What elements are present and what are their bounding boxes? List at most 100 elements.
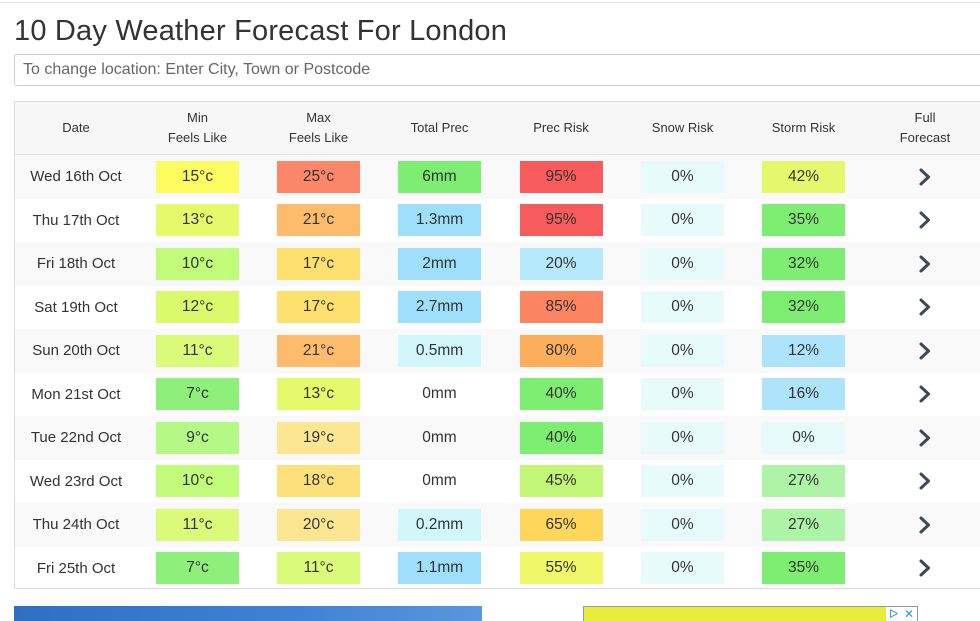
full-forecast-link[interactable] — [864, 373, 980, 417]
max-temp-pill: 20°c — [277, 508, 360, 541]
chevron-right-icon[interactable] — [918, 298, 932, 316]
value-cell: 1.3mm — [379, 199, 500, 243]
value-cell: 12% — [743, 329, 864, 373]
value-cell: 85% — [500, 286, 622, 330]
total-prec-pill: 1.3mm — [398, 204, 481, 237]
prec-risk-pill: 95% — [519, 204, 603, 237]
value-cell: 0.2mm — [379, 503, 500, 547]
max-temp-pill: 11°c — [277, 552, 360, 585]
header-prec-risk: Prec Risk — [500, 102, 622, 154]
max-temp-pill: 25°c — [277, 160, 360, 193]
full-forecast-link[interactable] — [864, 460, 980, 504]
total-prec-pill: 0mm — [398, 378, 481, 411]
full-forecast-link[interactable] — [864, 416, 980, 460]
full-forecast-link[interactable] — [864, 329, 980, 373]
value-cell: 0% — [622, 242, 743, 286]
storm-risk-pill: 35% — [762, 204, 845, 237]
max-temp-pill: 17°c — [277, 291, 360, 324]
value-cell: 0mm — [379, 416, 500, 460]
total-prec-pill: 2.7mm — [398, 291, 481, 324]
chevron-right-icon[interactable] — [918, 559, 932, 577]
min-temp-pill: 11°c — [156, 508, 239, 541]
value-cell: 0% — [622, 373, 743, 417]
value-cell: 16% — [743, 373, 864, 417]
chevron-right-icon[interactable] — [918, 516, 932, 534]
header-label: Max Feels Like — [289, 108, 348, 148]
chevron-right-icon[interactable] — [918, 429, 932, 447]
chevron-right-icon[interactable] — [918, 255, 932, 273]
header-line: Prec Risk — [533, 120, 589, 135]
value-cell: 40% — [500, 373, 622, 417]
storm-risk-pill: 42% — [762, 160, 845, 193]
max-temp-pill: 21°c — [277, 204, 360, 237]
date-cell: Fri 25th Oct — [15, 547, 137, 591]
min-temp-pill: 9°c — [156, 421, 239, 454]
full-forecast-link[interactable] — [864, 503, 980, 547]
header-line: Min — [187, 110, 208, 125]
ad-close-icon[interactable]: ✕ — [904, 607, 915, 621]
value-cell: 35% — [743, 547, 864, 591]
advertisement-banner-right[interactable]: ᐅ ✕ — [583, 606, 918, 621]
top-divider — [0, 2, 980, 3]
snow-risk-pill: 0% — [641, 508, 724, 541]
full-forecast-link[interactable] — [864, 242, 980, 286]
chevron-right-icon[interactable] — [918, 472, 932, 490]
value-cell: 18°c — [258, 460, 379, 504]
page-title: 10 Day Weather Forecast For London — [14, 15, 508, 47]
date-label: Thu 24th Oct — [32, 516, 120, 534]
full-forecast-link[interactable] — [864, 155, 980, 199]
total-prec-pill: 0mm — [398, 465, 481, 498]
table-row: Wed 16th Oct 15°c 25°c 6mm 95% 0% 42% — [15, 155, 980, 199]
storm-risk-pill: 35% — [762, 552, 845, 585]
value-cell: 13°c — [137, 199, 258, 243]
min-temp-pill: 10°c — [156, 465, 239, 498]
min-temp-pill: 11°c — [156, 334, 239, 367]
date-label: Tue 22nd Oct — [30, 429, 122, 447]
max-temp-pill: 18°c — [277, 465, 360, 498]
forecast-grid: Date Min Feels Like Max Feels Like Total Prec… — [15, 102, 980, 590]
location-search-input[interactable] — [14, 54, 980, 86]
date-cell: Thu 24th Oct — [15, 503, 137, 547]
header-full-forecast: Full Forecast — [864, 102, 980, 154]
table-row: Sun 20th Oct 11°c 21°c 0.5mm 80% 0% 12% — [15, 329, 980, 373]
header-line: Feels Like — [167, 130, 228, 145]
header-max-feels-like: Max Feels Like — [258, 102, 379, 154]
min-temp-pill: 13°c — [156, 204, 239, 237]
advertisement-banner-left[interactable] — [14, 606, 482, 621]
value-cell: 32% — [743, 286, 864, 330]
date-label: Mon 21st Oct — [31, 385, 121, 403]
header-line: Storm Risk — [771, 120, 836, 135]
value-cell: 10°c — [137, 242, 258, 286]
storm-risk-pill: 16% — [762, 378, 845, 411]
full-forecast-link[interactable] — [864, 547, 980, 591]
value-cell: 25°c — [258, 155, 379, 199]
ad-choices[interactable]: ᐅ ✕ — [886, 607, 917, 621]
header-label: Date — [62, 118, 89, 138]
prec-risk-pill: 20% — [519, 247, 603, 280]
forecast-table: Date Min Feels Like Max Feels Like Total Prec… — [14, 101, 980, 589]
date-label: Thu 17th Oct — [32, 211, 120, 229]
chevron-right-icon[interactable] — [918, 342, 932, 360]
value-cell: 0mm — [379, 460, 500, 504]
value-cell: 7°c — [137, 373, 258, 417]
date-cell: Fri 18th Oct — [15, 242, 137, 286]
chevron-right-icon[interactable] — [918, 168, 932, 186]
chevron-right-icon[interactable] — [918, 211, 932, 229]
header-line: Snow Risk — [651, 120, 714, 135]
value-cell: 1.1mm — [379, 547, 500, 591]
ad-info-icon[interactable]: ᐅ — [888, 607, 899, 621]
value-cell: 20% — [500, 242, 622, 286]
value-cell: 11°c — [258, 547, 379, 591]
min-temp-pill: 7°c — [156, 378, 239, 411]
full-forecast-link[interactable] — [864, 286, 980, 330]
chevron-right-icon[interactable] — [918, 385, 932, 403]
min-temp-pill: 15°c — [156, 160, 239, 193]
value-cell: 11°c — [137, 503, 258, 547]
table-header-row: Date Min Feels Like Max Feels Like Total Prec… — [15, 102, 980, 155]
total-prec-pill: 0mm — [398, 421, 481, 454]
value-cell: 42% — [743, 155, 864, 199]
full-forecast-link[interactable] — [864, 199, 980, 243]
storm-risk-pill: 27% — [762, 465, 845, 498]
max-temp-pill: 19°c — [277, 421, 360, 454]
value-cell: 6mm — [379, 155, 500, 199]
